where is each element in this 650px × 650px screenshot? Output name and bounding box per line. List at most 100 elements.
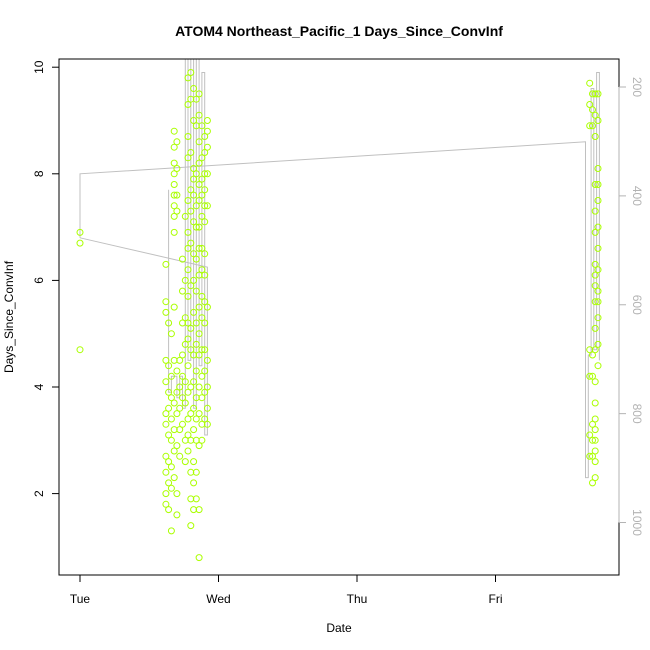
- data-point: [187, 239, 195, 247]
- data-point: [179, 420, 186, 428]
- data-point: [190, 218, 198, 226]
- x-tick-label: Fri: [489, 592, 503, 606]
- data-point: [195, 111, 203, 119]
- point-series-group: [76, 69, 602, 562]
- data-point: [192, 202, 200, 210]
- data-point: [179, 287, 186, 295]
- data-point: [203, 420, 211, 428]
- data-point: [192, 340, 200, 348]
- data-point: [162, 298, 170, 306]
- data-point: [184, 388, 192, 396]
- data-point: [594, 165, 602, 172]
- data-point: [591, 436, 599, 444]
- data-point: [76, 239, 84, 247]
- data-point: [162, 500, 170, 508]
- data-point: [591, 111, 599, 119]
- data-point: [192, 495, 200, 503]
- data-point: [162, 490, 170, 498]
- data-point: [181, 276, 189, 284]
- data-point: [591, 426, 599, 434]
- data-point: [187, 186, 195, 194]
- data-point: [184, 362, 192, 370]
- series-line-0: [79, 72, 600, 479]
- data-point: [167, 394, 175, 402]
- data-point: [190, 165, 198, 172]
- data-point: [195, 442, 203, 450]
- data-point: [179, 255, 186, 263]
- data-point: [198, 436, 206, 444]
- data-point: [201, 202, 209, 210]
- data-point: [201, 298, 209, 306]
- data-point: [173, 410, 181, 418]
- data-point: [203, 117, 211, 124]
- data-point: [170, 202, 178, 210]
- data-point: [198, 292, 206, 300]
- data-point: [176, 356, 184, 364]
- data-point: [591, 458, 599, 466]
- data-point: [591, 228, 599, 236]
- data-point: [192, 319, 200, 327]
- data-point: [594, 314, 602, 322]
- y-axis-label: Days_Since_ConvInf: [2, 260, 16, 373]
- data-point: [170, 228, 178, 236]
- data-point: [591, 271, 599, 279]
- data-point: [198, 346, 206, 354]
- data-point: [586, 431, 594, 439]
- data-point: [181, 314, 189, 322]
- data-point: [179, 394, 186, 402]
- data-point: [190, 308, 198, 316]
- y2-tick-label: 800: [630, 404, 644, 424]
- data-point: [170, 159, 178, 167]
- data-point: [184, 133, 192, 140]
- data-point: [195, 90, 203, 98]
- data-point: [190, 85, 198, 92]
- data-point: [190, 479, 198, 487]
- data-point: [591, 447, 599, 455]
- data-point: [167, 484, 175, 492]
- data-point: [198, 154, 206, 162]
- data-point: [195, 181, 203, 188]
- data-point: [591, 260, 599, 268]
- data-point: [594, 181, 602, 188]
- data-point: [184, 228, 192, 236]
- y2-tick-label: 200: [630, 77, 644, 97]
- data-point: [195, 244, 203, 252]
- data-point: [187, 149, 195, 156]
- data-point: [201, 170, 209, 178]
- data-point: [591, 474, 599, 482]
- data-point: [195, 330, 203, 338]
- data-point: [198, 191, 206, 199]
- data-point: [181, 378, 189, 386]
- data-point: [591, 298, 599, 306]
- data-point: [179, 372, 186, 380]
- data-point: [170, 170, 178, 178]
- data-point: [181, 399, 189, 407]
- y2-tick-label: 1000: [630, 509, 644, 536]
- data-point: [201, 149, 209, 156]
- x-tick-label: Wed: [206, 592, 230, 606]
- data-point: [162, 420, 170, 428]
- data-point: [184, 292, 192, 300]
- data-point: [170, 474, 178, 482]
- data-point: [190, 458, 198, 466]
- data-point: [184, 319, 192, 327]
- data-point: [594, 362, 602, 370]
- data-point: [184, 415, 192, 423]
- data-point: [203, 356, 211, 364]
- data-point: [181, 340, 189, 348]
- data-point: [190, 404, 198, 412]
- data-point: [187, 282, 195, 290]
- data-point: [176, 452, 184, 460]
- data-point: [195, 138, 203, 146]
- data-point: [591, 181, 599, 188]
- data-point: [165, 506, 173, 514]
- y-tick-label: 10: [32, 60, 46, 74]
- data-point: [173, 207, 181, 215]
- data-point: [198, 212, 206, 220]
- data-point: [165, 362, 173, 370]
- data-point: [195, 223, 203, 231]
- data-point: [586, 122, 594, 130]
- data-point: [586, 452, 594, 460]
- data-point: [195, 351, 203, 359]
